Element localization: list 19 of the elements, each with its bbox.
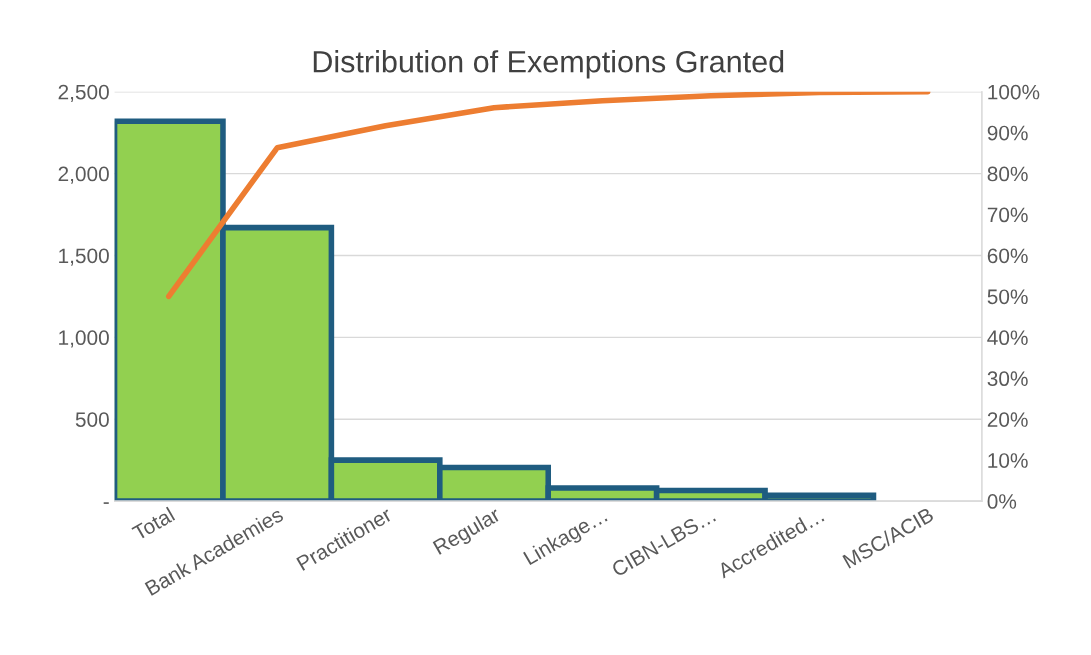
chart-title: Distribution of Exemptions Granted <box>313 50 784 79</box>
y2-tick-label: 10% <box>988 453 1028 468</box>
y2-tick-label: 60% <box>987 248 1028 264</box>
y2-tick-label: 30% <box>987 371 1028 387</box>
y2-tick-label: 100% <box>988 84 1040 100</box>
y2-tick-label: 90% <box>987 125 1028 141</box>
y2-tick-label: 50% <box>987 289 1028 305</box>
x-tick-label: Total <box>131 506 176 541</box>
y2-tick-label: 0% <box>987 494 1017 509</box>
y2-tick-label: 70% <box>987 207 1028 223</box>
y-tick-label: 1,000 <box>59 330 109 348</box>
y-tick-label: 1,500 <box>59 248 109 266</box>
y2-tick-label: 80% <box>987 166 1028 182</box>
y-tick-label: 2,000 <box>58 166 109 184</box>
y-tick-label: 2,500 <box>58 84 109 102</box>
y-tick-label: - <box>103 502 109 504</box>
y-tick-label: 500 <box>75 412 109 427</box>
y2-tick-label: 20% <box>987 412 1028 427</box>
y2-tick-label: 40% <box>987 330 1028 346</box>
